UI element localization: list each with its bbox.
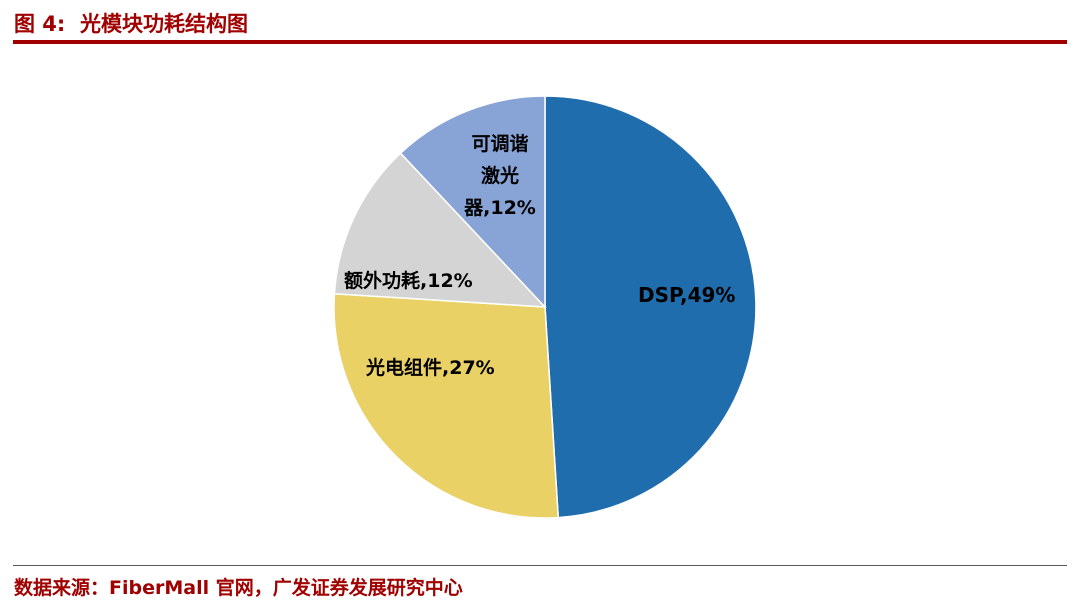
slice-label-tunable-laser-line3: 器,12% xyxy=(464,197,536,219)
slice-label-photoelectric: 光电组件,27% xyxy=(366,357,495,379)
slice-label-tunable-laser-line1: 可调谐 xyxy=(471,133,529,155)
pie-slice-tunable-laser xyxy=(399,95,546,309)
pie-chart: DSP,49% 光电组件,27% 额外功耗,12% 可调谐 激光 器,12% xyxy=(0,46,1080,558)
slice-label-extra-power: 额外功耗,12% xyxy=(344,270,473,292)
pie-svg xyxy=(333,95,757,519)
pie-slice-photoelectric xyxy=(333,292,560,519)
slice-label-tunable-laser: 可调谐 激光 器,12% xyxy=(450,128,550,224)
data-source-text: 数据来源：FiberMall 官网，广发证券发展研究中心 xyxy=(14,577,463,599)
slice-label-tunable-laser-line2: 激光 xyxy=(480,165,519,187)
title-underline-rule xyxy=(13,40,1067,44)
footer-divider xyxy=(13,565,1067,566)
pie-slice-dsp xyxy=(544,95,757,519)
figure-title: 图 4: 光模块功耗结构图 xyxy=(14,12,248,36)
figure-footer: 数据来源：FiberMall 官网，广发证券发展研究中心 xyxy=(14,573,463,600)
pie-slice-extra-power xyxy=(333,152,547,308)
slice-label-dsp: DSP,49% xyxy=(638,283,736,307)
